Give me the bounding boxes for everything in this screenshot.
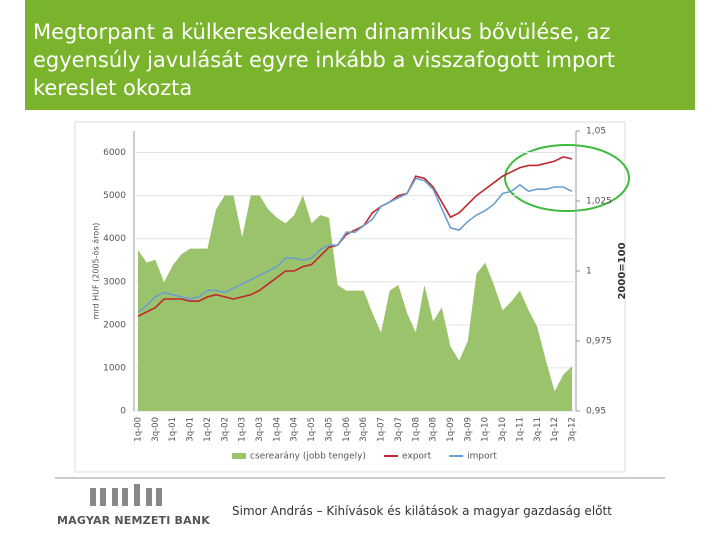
x-tick-label: 1q-01 xyxy=(168,417,178,442)
x-tick-label: 1q-12 xyxy=(550,417,560,442)
x-tick-label: 1q-00 xyxy=(134,417,144,442)
area xyxy=(138,195,572,411)
x-tick-label: 1q-03 xyxy=(238,417,248,442)
legend-label: export xyxy=(402,452,432,462)
y2-tick-label: 0,95 xyxy=(586,407,606,417)
x-tick-label: 3q-07 xyxy=(394,417,404,442)
x-tick-label: 1q-09 xyxy=(446,417,456,442)
y2-axis-label: 2000=100 xyxy=(617,242,628,299)
x-tick-label: 3q-08 xyxy=(429,417,439,442)
y-tick-label: 2000 xyxy=(103,320,126,330)
x-tick-label: 3q-12 xyxy=(568,417,578,442)
x-tick-label: 1q-08 xyxy=(411,417,421,442)
y2-tick-label: 1,025 xyxy=(586,197,612,207)
legend-label: cserearány (jobb tengely) xyxy=(250,452,366,462)
y-tick-label: 0 xyxy=(120,407,126,417)
legend-swatch xyxy=(232,453,246,459)
y2-tick-label: 0,975 xyxy=(586,337,612,347)
x-tick-label: 1q-10 xyxy=(481,417,491,442)
x-tick-label: 3q-02 xyxy=(220,417,230,442)
chart-frame xyxy=(74,121,626,473)
x-tick-label: 1q-05 xyxy=(307,417,317,442)
highlight-ellipse xyxy=(504,144,630,212)
y-axis-label: mrd HUF (2005-ös áron) xyxy=(92,223,101,320)
x-tick-label: 3q-06 xyxy=(359,417,369,442)
x-tick-label: 3q-00 xyxy=(151,417,161,442)
x-tick-label: 1q-11 xyxy=(515,417,525,442)
x-tick-label: 3q-04 xyxy=(290,417,300,442)
x-tick-label: 3q-09 xyxy=(463,417,473,442)
x-tick-label: 3q-05 xyxy=(324,417,334,442)
x-tick-label: 1q-02 xyxy=(203,417,213,442)
line xyxy=(137,177,573,313)
x-tick-label: 3q-01 xyxy=(186,417,196,442)
logo-text: MAGYAR NEMZETI BANK xyxy=(57,514,210,527)
x-tick-label: 3q-11 xyxy=(533,417,543,442)
logo-bars xyxy=(90,484,162,506)
x-tick-label: 1q-04 xyxy=(272,417,282,442)
legend-label: import xyxy=(467,452,497,462)
x-tick-label: 1q-06 xyxy=(342,417,352,442)
y-tick-label: 3000 xyxy=(103,277,126,287)
x-tick-label: 1q-07 xyxy=(377,417,387,442)
y-tick-label: 1000 xyxy=(103,363,126,373)
x-tick-label: 3q-03 xyxy=(255,417,265,442)
title-bar: Megtorpant a külkereskedelem dinamikus b… xyxy=(25,0,695,110)
y-tick-label: 4000 xyxy=(103,234,126,244)
footer-text: Simor András – Kihívások és kilátások a … xyxy=(232,504,612,518)
y-tick-label: 6000 xyxy=(103,148,126,158)
slide-title: Megtorpant a külkereskedelem dinamikus b… xyxy=(33,20,616,100)
y-tick-label: 5000 xyxy=(103,191,126,201)
line xyxy=(137,155,573,317)
x-tick-label: 3q-10 xyxy=(498,417,508,442)
y2-tick-label: 1 xyxy=(586,267,592,277)
y2-tick-label: 1,05 xyxy=(586,127,606,137)
